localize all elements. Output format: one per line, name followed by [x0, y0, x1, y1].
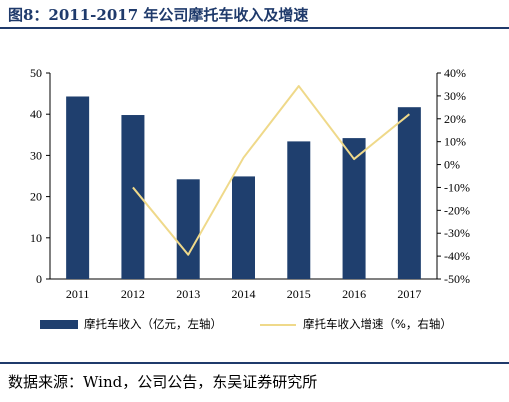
x-tick-label: 2012 [121, 287, 145, 301]
right-tick-label: 40% [444, 66, 466, 80]
legend-bar-swatch [40, 320, 78, 329]
revenue-bar [121, 115, 145, 279]
figure-title: 图8：2011-2017 年公司摩托车收入及增速 [8, 6, 309, 24]
right-tick-label: -40% [444, 249, 470, 263]
right-tick-label: 10% [444, 135, 466, 149]
revenue-bar [287, 141, 311, 279]
right-tick-label: -20% [444, 203, 470, 217]
x-tick-label: 2017 [397, 287, 421, 301]
left-tick-label: 50 [30, 66, 42, 80]
left-tick-label: 30 [30, 148, 42, 162]
growth-rate-line [132, 85, 410, 256]
revenue-bar [176, 179, 200, 279]
right-tick-label: -10% [444, 180, 470, 194]
source-note: 数据来源：Wind，公司公告，东吴证券研究所 [8, 373, 318, 391]
left-tick-label: 10 [30, 231, 42, 245]
x-tick-label: 2015 [287, 287, 311, 301]
revenue-bar [342, 138, 366, 279]
legend-bar-label: 摩托车收入（亿元，左轴） [84, 317, 222, 331]
left-tick-label: 40 [30, 107, 42, 121]
x-tick-label: 2014 [232, 287, 256, 301]
right-tick-label: -50% [444, 272, 470, 286]
left-tick-label: 20 [30, 190, 42, 204]
revenue-bar [232, 176, 255, 279]
x-tick-label: 2016 [342, 287, 366, 301]
x-tick-label: 2013 [176, 287, 200, 301]
left-tick-label: 0 [36, 272, 42, 286]
title-rule [0, 27, 509, 29]
revenue-bar [397, 107, 421, 279]
x-tick-label: 2011 [66, 287, 90, 301]
right-tick-label: 20% [444, 112, 466, 126]
right-tick-label: -30% [444, 226, 470, 240]
revenue-bar [66, 96, 90, 279]
right-tick-label: 0% [444, 158, 460, 172]
source-rule [0, 362, 509, 364]
right-tick-label: 30% [444, 89, 466, 103]
legend-line-label: 摩托车收入增速（%，右轴） [303, 317, 452, 331]
